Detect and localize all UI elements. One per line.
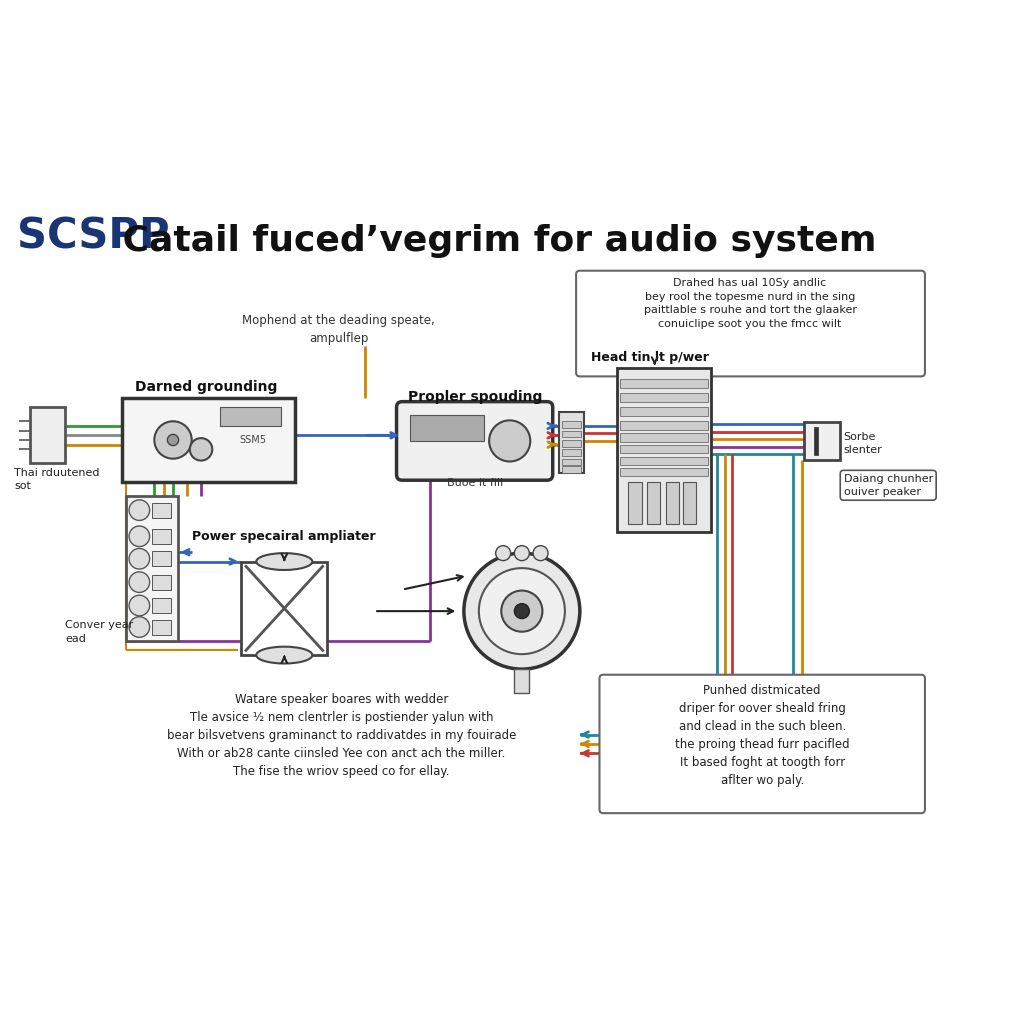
Text: Power specairal ampliater: Power specairal ampliater [193,529,376,543]
Circle shape [189,438,212,461]
FancyBboxPatch shape [621,393,708,401]
Circle shape [129,571,150,593]
Text: Watare speaker boares with wedder
Tle avsice ½ nem clentrler is postiender yalun: Watare speaker boares with wedder Tle av… [167,692,516,777]
Text: Darned grounding: Darned grounding [134,380,276,394]
Circle shape [129,549,150,569]
FancyBboxPatch shape [629,482,642,524]
Circle shape [489,420,530,462]
FancyBboxPatch shape [621,433,708,442]
FancyBboxPatch shape [621,421,708,430]
FancyBboxPatch shape [30,408,66,464]
FancyBboxPatch shape [153,598,171,613]
FancyBboxPatch shape [396,401,553,480]
FancyBboxPatch shape [126,496,178,641]
FancyBboxPatch shape [153,528,171,544]
Text: Propler spouding: Propler spouding [408,389,543,403]
FancyBboxPatch shape [599,675,925,813]
FancyBboxPatch shape [562,431,581,437]
FancyBboxPatch shape [153,574,171,590]
FancyBboxPatch shape [617,368,711,531]
FancyBboxPatch shape [666,482,679,524]
FancyBboxPatch shape [621,379,708,388]
FancyBboxPatch shape [577,270,925,377]
FancyBboxPatch shape [621,468,708,476]
FancyBboxPatch shape [242,561,328,655]
Text: Buoe it fill: Buoe it fill [446,478,503,488]
FancyBboxPatch shape [647,482,660,524]
Circle shape [534,546,548,560]
FancyBboxPatch shape [804,422,840,460]
FancyBboxPatch shape [562,459,581,465]
Text: Head tin lt p/wer: Head tin lt p/wer [591,351,709,365]
Circle shape [479,568,565,654]
FancyBboxPatch shape [814,427,818,455]
Circle shape [129,616,150,637]
FancyBboxPatch shape [153,620,171,635]
Circle shape [155,421,191,459]
FancyBboxPatch shape [153,551,171,566]
FancyBboxPatch shape [562,466,581,473]
FancyBboxPatch shape [562,421,581,428]
Circle shape [502,591,543,632]
Circle shape [167,434,178,445]
Text: Mophend at the deading speate,
ampulflep: Mophend at the deading speate, ampulflep [243,313,435,345]
FancyBboxPatch shape [621,457,708,465]
Ellipse shape [256,553,312,570]
FancyBboxPatch shape [410,415,484,441]
Circle shape [129,500,150,520]
Circle shape [464,553,580,669]
Text: Daiang chunher
ouiver peaker: Daiang chunher ouiver peaker [844,474,933,497]
Text: SSM5: SSM5 [239,435,266,445]
FancyBboxPatch shape [621,444,708,453]
FancyBboxPatch shape [621,408,708,416]
Text: Thai rduutened
sot: Thai rduutened sot [14,468,99,492]
FancyBboxPatch shape [683,482,696,524]
Text: Drahed has ual 10Sy andlic
bey rool the topesme nurd in the sing
paittlable s ro: Drahed has ual 10Sy andlic bey rool the … [643,279,856,329]
Text: Punhed distmicated
driper for oover sheald fring
and clead in the such bleen.
th: Punhed distmicated driper for oover shea… [675,684,850,787]
FancyBboxPatch shape [562,450,581,456]
FancyBboxPatch shape [220,408,281,426]
FancyBboxPatch shape [153,503,171,517]
FancyBboxPatch shape [562,440,581,446]
Text: Sorbe
slenter: Sorbe slenter [844,431,883,455]
Circle shape [514,604,529,618]
FancyBboxPatch shape [514,669,529,692]
Text: SCSPP: SCSPP [16,216,169,258]
FancyBboxPatch shape [122,398,295,482]
Circle shape [514,546,529,560]
Circle shape [129,526,150,547]
Circle shape [129,595,150,615]
FancyBboxPatch shape [559,412,584,473]
Text: Catail fuced’vegrim for audio system: Catail fuced’vegrim for audio system [111,223,877,258]
Ellipse shape [256,647,312,664]
Text: Conver year
ead: Conver year ead [66,621,134,644]
Circle shape [496,546,511,560]
